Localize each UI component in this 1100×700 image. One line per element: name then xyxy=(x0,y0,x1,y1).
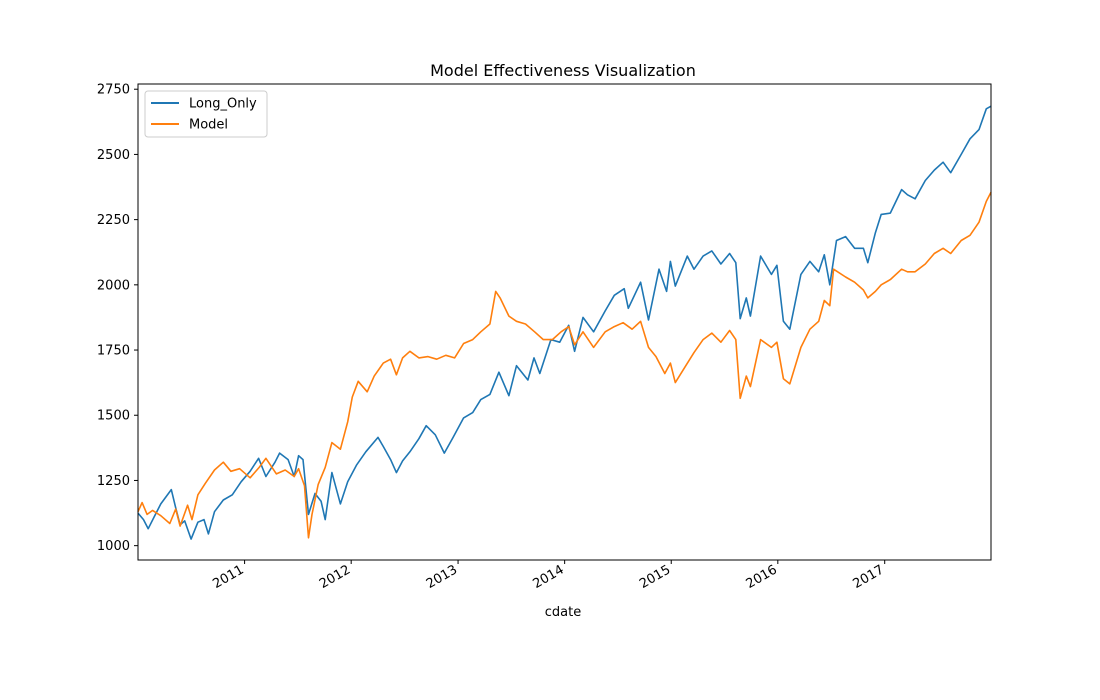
x-axis-label: cdate xyxy=(545,605,581,620)
y-axis: 1000 1250 1500 1750 2000 2250 2500 2750 xyxy=(97,83,138,554)
y-tick-label: 1000 xyxy=(97,539,130,554)
legend-label: Long_Only xyxy=(189,97,257,112)
y-tick-label: 2000 xyxy=(97,278,130,293)
y-tick-label: 1250 xyxy=(97,474,130,489)
chart-title: Model Effectiveness Visualization xyxy=(430,61,696,80)
series-line-long-only xyxy=(137,105,992,540)
y-tick-label: 2750 xyxy=(97,83,130,98)
y-tick-label: 2250 xyxy=(97,213,130,228)
legend: Long_Only Model xyxy=(144,90,268,138)
series-layer xyxy=(137,105,992,540)
legend-label: Model xyxy=(189,118,228,133)
series-line-model xyxy=(137,191,992,539)
y-tick-label: 1750 xyxy=(97,344,130,359)
y-tick-label: 1500 xyxy=(97,409,130,424)
y-tick-label: 2500 xyxy=(97,148,130,163)
